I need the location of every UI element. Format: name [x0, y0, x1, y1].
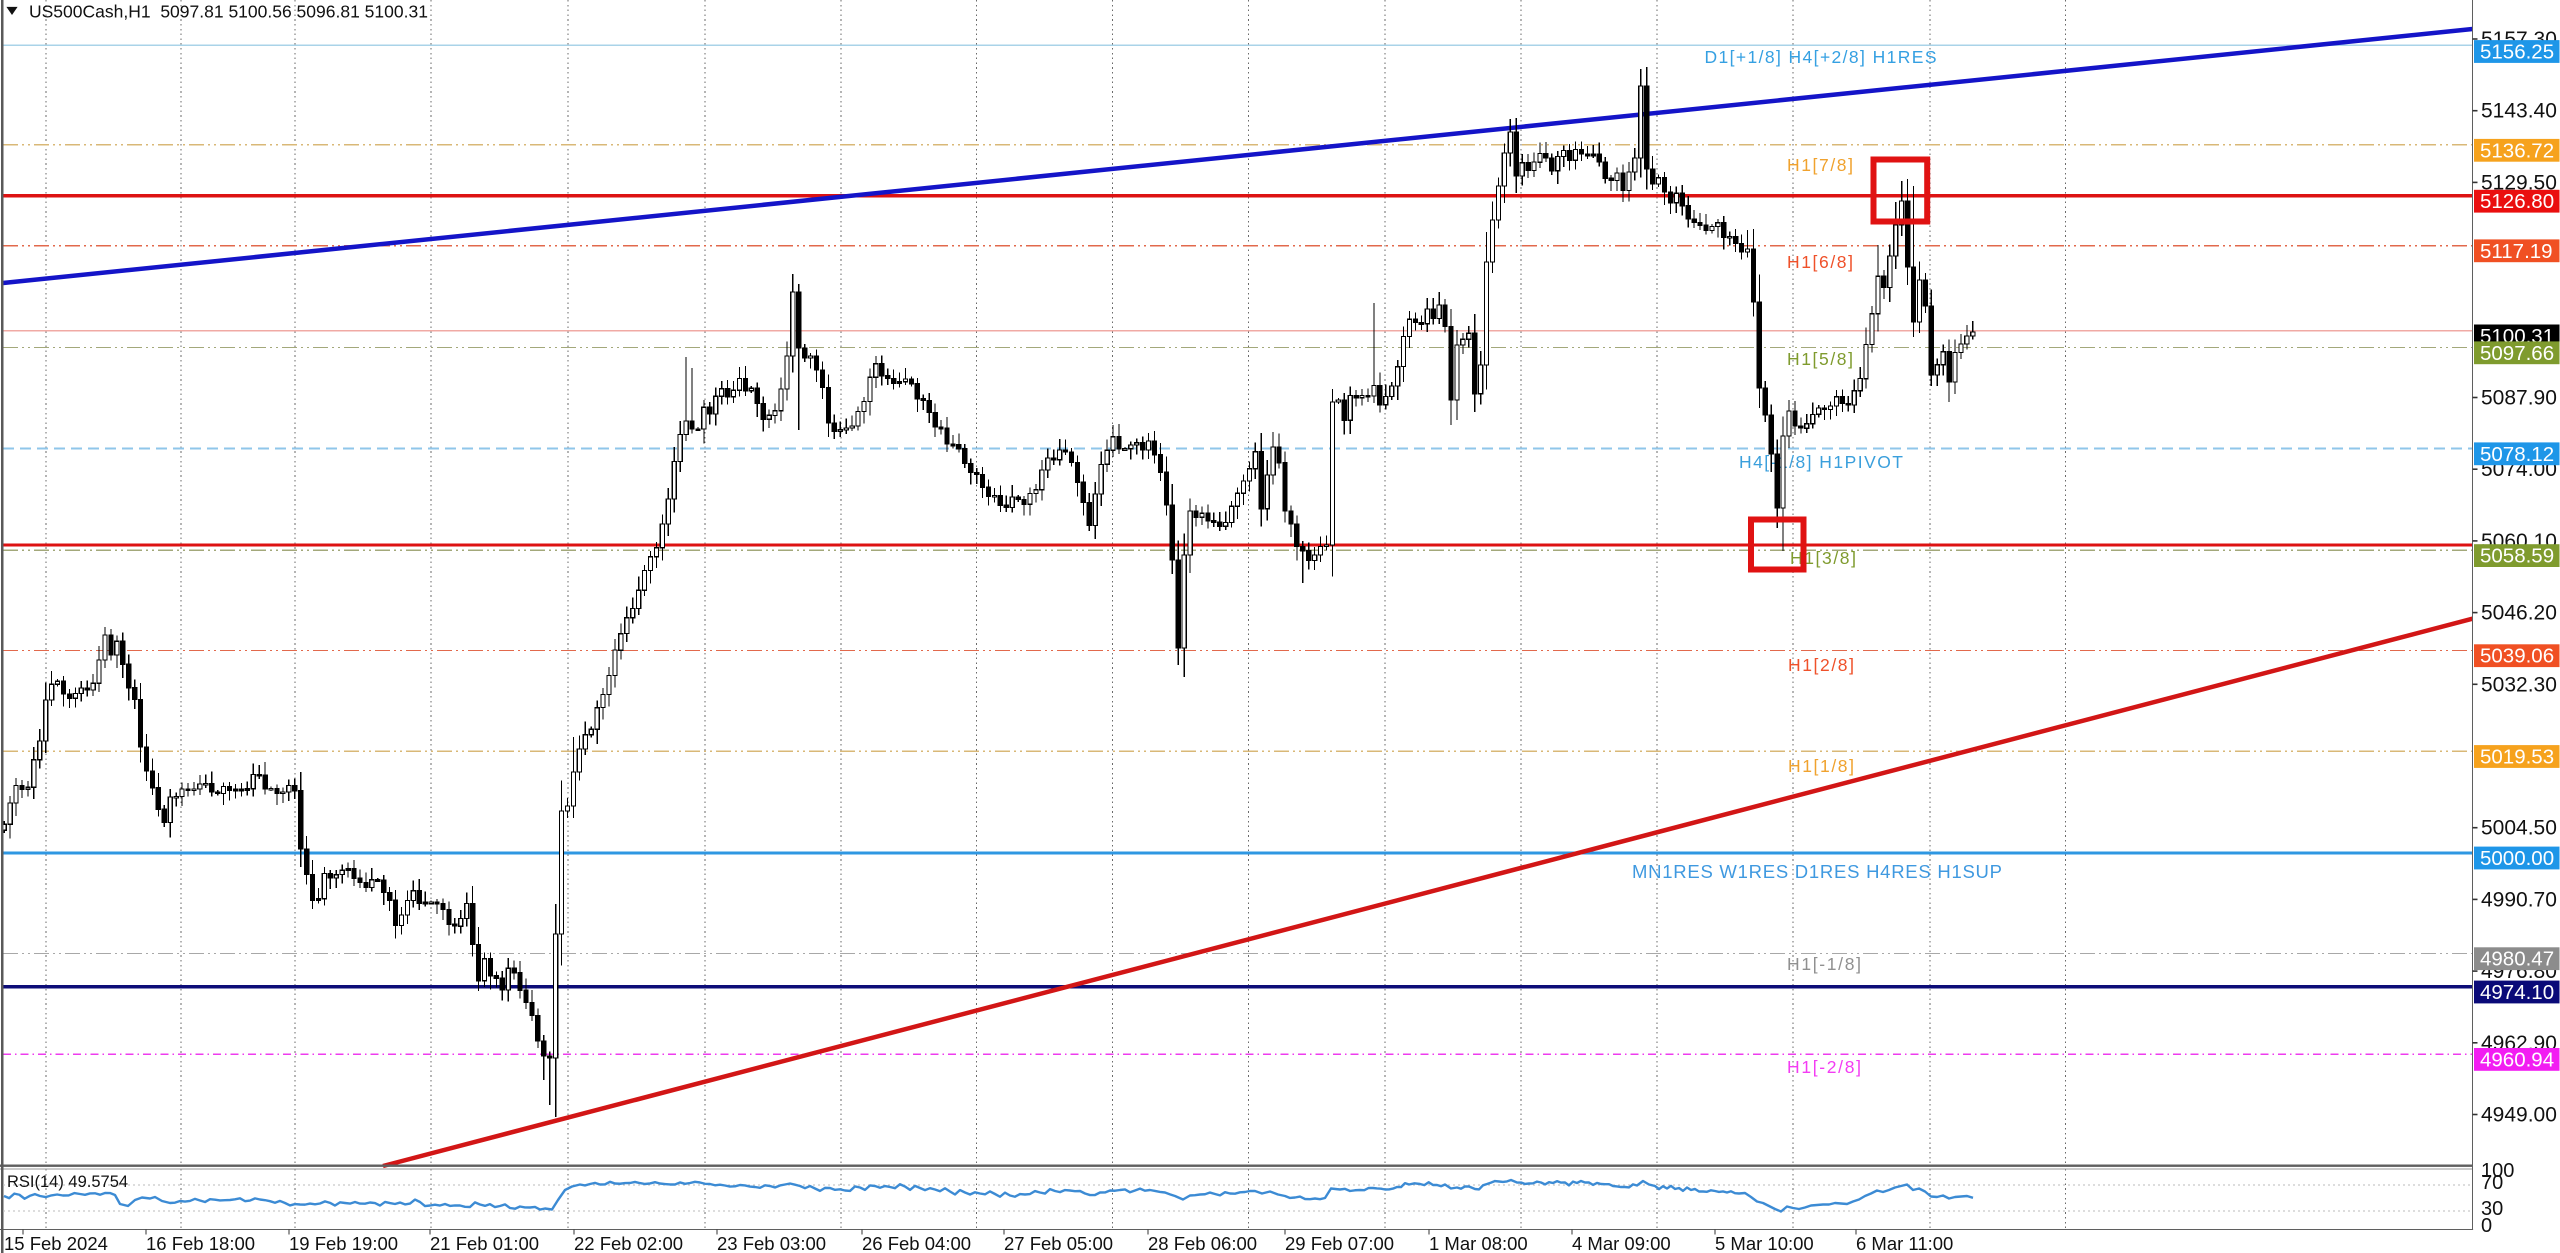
- svg-text:MN1RES W1RES D1RES H4RES H1SUP: MN1RES W1RES D1RES H4RES H1SUP: [1632, 861, 2002, 882]
- svg-text:22 Feb 02:00: 22 Feb 02:00: [574, 1233, 683, 1253]
- svg-text:0: 0: [2481, 1215, 2492, 1237]
- svg-text:5126.80: 5126.80: [2480, 190, 2554, 213]
- svg-text:5117.19: 5117.19: [2480, 240, 2553, 263]
- svg-text:26 Feb 04:00: 26 Feb 04:00: [862, 1233, 971, 1253]
- svg-text:5004.50: 5004.50: [2481, 817, 2557, 840]
- svg-text:28 Feb 06:00: 28 Feb 06:00: [1148, 1233, 1257, 1253]
- svg-text:16 Feb 18:00: 16 Feb 18:00: [146, 1233, 255, 1253]
- svg-text:H1[7/8]: H1[7/8]: [1787, 155, 1853, 175]
- svg-text:H1[2/8]: H1[2/8]: [1788, 655, 1854, 675]
- svg-text:6 Mar 11:00: 6 Mar 11:00: [1856, 1233, 1953, 1253]
- svg-text:H1[1/8]: H1[1/8]: [1788, 756, 1854, 776]
- svg-text:5156.25: 5156.25: [2480, 41, 2554, 64]
- svg-text:H1[3/8]: H1[3/8]: [1790, 548, 1856, 568]
- svg-text:5058.59: 5058.59: [2480, 545, 2554, 568]
- svg-text:5097.66: 5097.66: [2480, 342, 2554, 365]
- svg-text:5019.53: 5019.53: [2480, 746, 2554, 769]
- svg-text:23 Feb 03:00: 23 Feb 03:00: [717, 1233, 826, 1253]
- svg-text:1 Mar 08:00: 1 Mar 08:00: [1429, 1233, 1528, 1253]
- svg-text:5078.12: 5078.12: [2480, 443, 2554, 466]
- svg-text:US500Cash,H1 5097.81 5100.56: US500Cash,H1 5097.81 5100.56 5096.81 510…: [29, 2, 428, 22]
- svg-text:H1[5/8]: H1[5/8]: [1787, 349, 1853, 369]
- svg-text:19 Feb 19:00: 19 Feb 19:00: [289, 1233, 398, 1253]
- svg-text:5087.90: 5087.90: [2481, 387, 2557, 410]
- svg-text:100: 100: [2481, 1160, 2514, 1182]
- svg-text:H1[-1/8]: H1[-1/8]: [1787, 954, 1861, 974]
- svg-text:5032.30: 5032.30: [2481, 673, 2557, 696]
- svg-text:D1[+1/8] H4[+2/8] H1RES: D1[+1/8] H4[+2/8] H1RES: [1705, 47, 1937, 67]
- svg-text:4980.47: 4980.47: [2480, 948, 2554, 971]
- svg-text:5039.06: 5039.06: [2480, 645, 2554, 668]
- svg-text:4949.00: 4949.00: [2481, 1104, 2557, 1127]
- svg-text:5129.50: 5129.50: [2481, 171, 2557, 194]
- svg-text:5136.72: 5136.72: [2480, 139, 2554, 162]
- svg-text:21 Feb 01:00: 21 Feb 01:00: [430, 1233, 539, 1253]
- svg-text:5000.00: 5000.00: [2480, 847, 2554, 870]
- svg-text:5143.40: 5143.40: [2481, 100, 2557, 123]
- svg-text:H4[-1/8] H1PIVOT: H4[-1/8] H1PIVOT: [1739, 452, 1903, 472]
- svg-text:4 Mar 09:00: 4 Mar 09:00: [1572, 1233, 1671, 1253]
- svg-text:5 Mar 10:00: 5 Mar 10:00: [1715, 1233, 1814, 1253]
- svg-text:5046.20: 5046.20: [2481, 602, 2557, 625]
- svg-text:H1[6/8]: H1[6/8]: [1787, 252, 1853, 272]
- svg-text:4990.70: 4990.70: [2481, 888, 2557, 911]
- svg-text:70: 70: [2481, 1172, 2503, 1194]
- svg-text:4974.10: 4974.10: [2480, 981, 2554, 1004]
- svg-text:27 Feb 05:00: 27 Feb 05:00: [1004, 1233, 1113, 1253]
- svg-text:4960.94: 4960.94: [2480, 1048, 2554, 1071]
- svg-text:H1[-2/8]: H1[-2/8]: [1787, 1057, 1861, 1077]
- svg-text:RSI(14) 49.5754: RSI(14) 49.5754: [7, 1173, 128, 1191]
- svg-text:30: 30: [2481, 1198, 2503, 1220]
- svg-text:15 Feb 2024: 15 Feb 2024: [4, 1233, 108, 1253]
- svg-text:29 Feb 07:00: 29 Feb 07:00: [1285, 1233, 1394, 1253]
